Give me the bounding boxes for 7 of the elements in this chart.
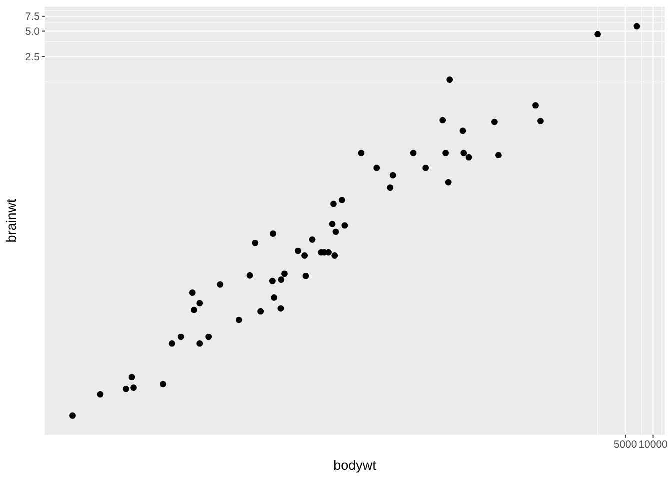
y-tick-label: 5.0 [25, 26, 40, 38]
y-axis-title: brainwt [4, 198, 19, 243]
x-tick-label: 5000 [614, 439, 638, 451]
y-tick-label: 7.5 [25, 11, 40, 24]
x-tick-label: 10000 [638, 439, 668, 451]
x-axis-title: bodywt [334, 458, 377, 473]
y-tick-label: 2.5 [25, 51, 40, 64]
